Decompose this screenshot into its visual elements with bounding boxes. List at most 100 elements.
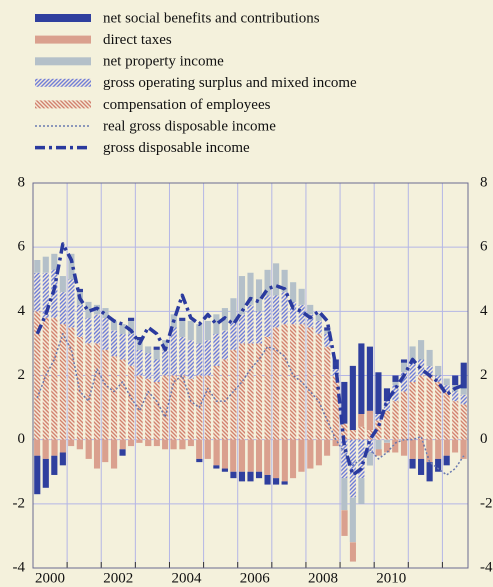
line (35, 242, 465, 477)
bar-segment (204, 340, 211, 376)
bar-segment (358, 439, 365, 479)
bar-segment (366, 452, 373, 466)
bar-segment (375, 414, 382, 421)
bar-segment (443, 391, 450, 440)
bar-segment (409, 458, 416, 469)
bar-segment (273, 263, 280, 296)
bar-segment (349, 542, 356, 562)
bar-segment (392, 401, 399, 440)
bar-segment (59, 292, 66, 325)
bar-segment (281, 439, 288, 482)
bar-segment (435, 458, 442, 472)
bar-segment (460, 439, 467, 459)
bar-segment (452, 401, 459, 440)
bar-segment (196, 439, 203, 459)
bar-segment (332, 369, 339, 376)
bar-segment (102, 349, 109, 440)
bar-segment (400, 391, 408, 440)
bar-segment (460, 362, 467, 389)
bar-segment (76, 288, 83, 293)
y-tick-label: 2 (18, 367, 26, 383)
bar-segment (59, 276, 66, 293)
bar-segment (153, 381, 160, 440)
bar-segment (196, 458, 203, 463)
bar-segment (179, 337, 186, 376)
bar-segment (349, 439, 356, 498)
bar-segment (85, 343, 92, 440)
y2-tick-label: 8 (480, 174, 488, 190)
bar-segment (290, 324, 297, 440)
bar-segment (341, 439, 348, 479)
bar-segment (426, 462, 433, 482)
bar-segment (358, 478, 365, 504)
y-tick-label: 4 (18, 303, 26, 319)
bar-segment (383, 442, 391, 453)
legend-swatch (35, 78, 91, 87)
bar-segment (443, 378, 450, 386)
bar-segment (418, 458, 425, 475)
bar-segment (375, 449, 382, 456)
y-tick-label: 0 (18, 431, 26, 447)
bar-segment (255, 343, 263, 440)
bar-segment (238, 314, 246, 344)
legend-label: net property income (103, 54, 224, 70)
bar-segment (332, 375, 339, 440)
bar-segment (119, 333, 126, 360)
bar-segment (153, 346, 160, 350)
bar-segment (349, 365, 356, 431)
bar-segment (110, 330, 118, 357)
bar-segment (315, 320, 322, 334)
bar-segment (247, 304, 254, 344)
bar-segment (128, 333, 135, 366)
bar-segment (162, 340, 169, 350)
y2-tick-label: 2 (480, 367, 488, 383)
bar-segment (264, 474, 271, 485)
bar-segment (85, 301, 92, 318)
bar-segment (221, 468, 228, 472)
bar-segment (170, 439, 177, 450)
bar-segment (51, 439, 58, 456)
bar-segment (307, 327, 314, 440)
bar-segment (136, 439, 143, 443)
bar-segment (230, 471, 237, 479)
x-tick-label: 2000 (35, 570, 65, 586)
bar-segment (153, 439, 160, 447)
bar-segment (426, 349, 433, 366)
bar-segment (400, 362, 408, 373)
bar-segment (358, 343, 365, 414)
bar-segment (221, 359, 228, 440)
bar-segment (460, 404, 467, 440)
legend-label: gross operating surplus and mixed income (103, 75, 357, 91)
bar-segment (375, 439, 382, 450)
bar-segment (213, 333, 220, 366)
bar-segment (426, 365, 433, 376)
bar-segment (238, 343, 246, 440)
bar-segment (187, 439, 194, 447)
bar-segment (145, 353, 152, 379)
bar-segment (366, 439, 373, 453)
bar-segment (443, 385, 450, 392)
bar-segment (435, 365, 442, 376)
x-tick-label: 2006 (240, 570, 271, 586)
bar-segment (247, 471, 254, 482)
bar-segment (418, 439, 425, 459)
bar-segment (51, 317, 58, 440)
bar-segment (400, 372, 408, 392)
bar-segment (383, 388, 391, 402)
bar-segment (34, 260, 41, 273)
bar-segment (341, 423, 348, 440)
bar-segment (452, 391, 459, 402)
bar-segment (34, 439, 41, 456)
bar-segment (400, 359, 408, 363)
bar-segment (460, 394, 467, 405)
bar-segment (332, 359, 339, 370)
bar-segment (213, 365, 220, 440)
bar-segment (145, 346, 152, 354)
bar-segment (59, 324, 66, 440)
bar-segment (392, 439, 399, 453)
bar-segment (187, 340, 194, 379)
bar-segment (51, 455, 58, 475)
bar-segment (85, 317, 92, 344)
bar-segment (452, 439, 459, 453)
